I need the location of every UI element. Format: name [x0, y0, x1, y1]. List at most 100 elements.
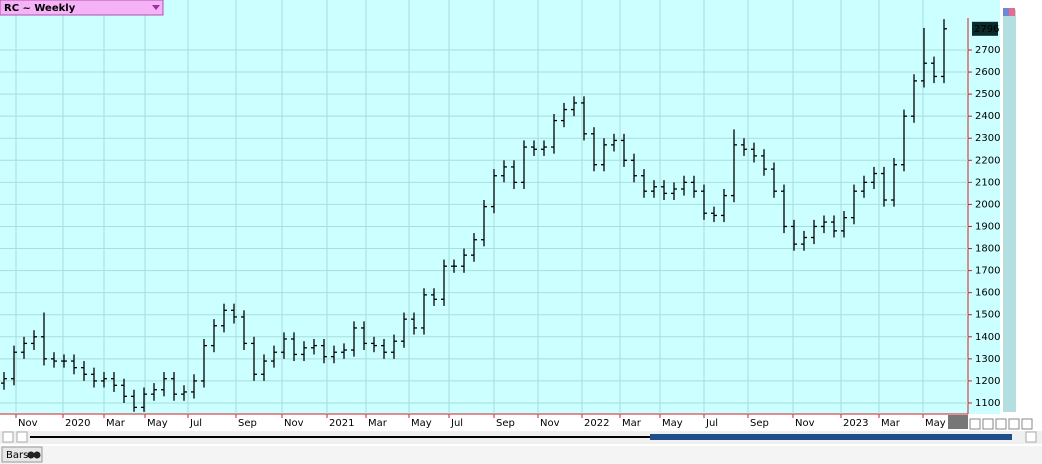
x-tick-label: Nov: [540, 418, 560, 429]
price-bar: [811, 219, 817, 245]
title-box[interactable]: [0, 0, 164, 16]
x-tick-label: Jul: [189, 418, 202, 429]
y-tick-label: 2600: [975, 67, 1000, 78]
price-bar: [191, 374, 197, 399]
x-tick-label: Mar: [881, 418, 901, 429]
y-tick-label: 2700: [975, 45, 1000, 56]
price-bar: [231, 303, 237, 324]
bottom-bar: [0, 446, 1042, 464]
price-bar: [581, 96, 587, 141]
price-bar: [61, 354, 67, 368]
y-tick-label: 1800: [975, 244, 1000, 255]
x-tick-label: Jul: [450, 418, 463, 429]
scroll-right[interactable]: [1025, 431, 1037, 443]
tool-button[interactable]: [995, 418, 1007, 430]
y-tick-label: 2100: [975, 177, 1000, 188]
price-bar: [161, 372, 167, 397]
tab-icon: [27, 451, 35, 459]
price-bar: [791, 219, 797, 251]
price-bar: [721, 188, 727, 223]
price-bar: [761, 149, 767, 176]
price-bar: [461, 248, 467, 273]
last-price-box: [972, 21, 998, 36]
price-bar: [711, 206, 717, 223]
y-tick-label: 1300: [975, 354, 1000, 365]
price-bar: [211, 319, 217, 353]
y-tick-label: 1500: [975, 310, 1000, 321]
price-bar: [871, 166, 877, 189]
price-bar: [531, 140, 537, 156]
x-tick-label: Nov: [18, 418, 38, 429]
price-bar: [901, 109, 907, 172]
price-bar: [821, 215, 827, 234]
price-bar: [31, 330, 37, 351]
price-bar: [651, 180, 657, 198]
price-bar: [591, 127, 597, 172]
price-bar: [571, 96, 577, 117]
plot-background: [0, 0, 1000, 414]
price-bar: [321, 338, 327, 364]
x-tick-label: May: [411, 418, 432, 429]
scale-button[interactable]: [1009, 8, 1015, 16]
tool-button[interactable]: [982, 418, 994, 430]
time-axis-handle[interactable]: [948, 415, 968, 429]
x-tick-label: 2023: [843, 418, 868, 429]
x-tick-label: 2021: [329, 418, 354, 429]
price-bar: [551, 113, 557, 154]
price-bar: [381, 338, 387, 359]
price-bar: [851, 184, 857, 225]
price-bar: [801, 230, 807, 251]
x-tick-label: Mar: [106, 418, 126, 429]
price-bar: [291, 332, 297, 362]
price-bar: [141, 387, 147, 412]
price-bar: [241, 310, 247, 351]
scroll-left[interactable]: [2, 431, 14, 443]
tool-button[interactable]: [1021, 418, 1033, 430]
tool-button[interactable]: [969, 418, 981, 430]
price-bar: [221, 303, 227, 333]
y-tick-label: 1100: [975, 398, 1000, 409]
x-tick-label: Jul: [705, 418, 718, 429]
x-tick-label: Mar: [368, 418, 388, 429]
scale-button[interactable]: [1003, 8, 1009, 16]
price-bar: [641, 169, 647, 198]
price-bar: [691, 175, 697, 198]
x-tick-label: 2020: [65, 418, 90, 429]
x-tick-label: Nov: [795, 418, 815, 429]
price-bar: [731, 129, 737, 203]
price-bar: [421, 288, 427, 335]
price-bar: [451, 259, 457, 273]
toolbar-buttons: [969, 418, 1033, 430]
price-bar: [401, 312, 407, 348]
price-bar: [481, 200, 487, 247]
tool-button[interactable]: [1008, 418, 1020, 430]
y-tick-label: 1400: [975, 332, 1000, 343]
price-bar: [71, 354, 77, 375]
price-bar: [171, 372, 177, 401]
price-bar: [441, 259, 447, 306]
x-tick-label: May: [147, 418, 168, 429]
title-dropdown[interactable]: [152, 5, 160, 10]
scroll-left-page[interactable]: [16, 431, 28, 443]
scroll-thumb[interactable]: [650, 434, 1012, 440]
price-bar: [841, 211, 847, 238]
price-bar: [271, 345, 277, 368]
price-bar: [371, 336, 377, 353]
y-tick-label: 2500: [975, 89, 1000, 100]
price-bar: [621, 133, 627, 167]
price-bar: [741, 138, 747, 156]
chart-title: RC ~ Weekly: [4, 3, 76, 14]
price-bar: [501, 160, 507, 183]
price-bar: [21, 336, 27, 359]
price-bar: [391, 334, 397, 359]
price-bar: [941, 19, 947, 84]
price-bar: [771, 162, 777, 198]
y-tick-label: 2300: [975, 133, 1000, 144]
x-tick-label: Sep: [750, 418, 769, 429]
price-bar: [311, 338, 317, 355]
price-bar: [51, 352, 57, 368]
price-bar: [131, 389, 137, 412]
price-bar: [521, 140, 527, 189]
price-bar: [541, 140, 547, 156]
